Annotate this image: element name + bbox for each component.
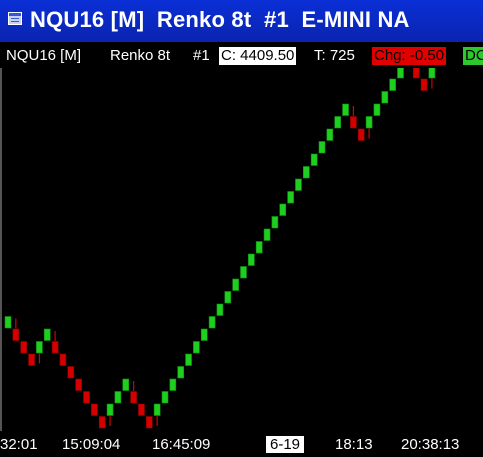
renko-brick-up [373, 103, 381, 116]
renko-brick-up [255, 241, 263, 254]
period-label: Renko 8t [110, 47, 171, 64]
x-axis-label: 16:45:09 [152, 436, 211, 453]
renko-brick-up [428, 68, 436, 79]
x-axis-label: 15:09:04 [62, 436, 121, 453]
window-app-icon[interactable] [8, 12, 22, 25]
renko-brick-up [318, 141, 326, 154]
tick-count-label: T: 725 [314, 47, 355, 64]
renko-brick-up [216, 303, 224, 316]
renko-brick-up [200, 328, 208, 341]
renko-brick-up [169, 378, 177, 391]
symbol-label: NQU16 [M] [6, 47, 82, 64]
x-axis-label-selected: 6-19 [266, 436, 305, 453]
renko-brick-up [302, 166, 310, 179]
renko-brick-down [98, 416, 106, 429]
renko-brick-down [20, 341, 28, 354]
renko-brick-up [232, 278, 239, 291]
renko-brick-up [248, 253, 255, 266]
chart-index-label: #1 [193, 47, 210, 64]
renko-brick-up [240, 266, 247, 279]
renko-brick-up [185, 353, 192, 366]
window-title-bar[interactable]: NQU16 [M] Renko 8t #1 E-MINI NA [0, 0, 483, 42]
renko-brick-down [75, 378, 82, 391]
renko-brick-up [271, 216, 279, 229]
renko-brick-down [146, 416, 153, 429]
renko-brick-down [91, 403, 98, 416]
renko-brick-up [36, 341, 43, 354]
renko-brick-up [342, 103, 349, 116]
renko-brick-down [412, 68, 420, 79]
renko-brick-up [310, 153, 318, 166]
plot-left-border [0, 68, 2, 431]
window-title: NQU16 [M] Renko 8t #1 E-MINI NA [30, 7, 410, 32]
renko-brick-down [420, 78, 428, 91]
renko-brick-down [51, 341, 59, 354]
renko-brick-up [193, 341, 200, 354]
renko-brick-up [122, 378, 130, 391]
chart-info-bar: NQU16 [M] Renko 8t #1 C: 4409.50 T: 725 … [0, 45, 483, 67]
renko-brick-down [357, 128, 365, 141]
x-axis-label: 32:01 [0, 436, 38, 453]
renko-brick-down [28, 353, 35, 366]
renko-brick-up [177, 366, 184, 379]
renko-brick-down [12, 328, 20, 341]
change-box: Chg: -0.50 [372, 47, 447, 65]
x-axis-label: 20:38:13 [401, 436, 460, 453]
renko-brick-up [279, 203, 287, 216]
renko-brick-up [334, 116, 342, 129]
renko-brick-up [208, 316, 216, 329]
renko-brick-up [4, 316, 12, 329]
renko-brick-up [389, 78, 396, 91]
close-price-box: C: 4409.50 [219, 47, 297, 65]
renko-brick-down [83, 391, 90, 404]
renko-brick-up [287, 191, 294, 204]
renko-brick-up [43, 328, 51, 341]
renko-brick-up [114, 391, 122, 404]
renko-brick-up [161, 391, 169, 404]
renko-brick-up [295, 178, 302, 191]
renko-brick-down [130, 391, 137, 404]
time-axis: 32:01 15:09:04 16:45:09 6-19 18:13 20:38… [0, 431, 483, 457]
renko-brick-up [224, 291, 232, 304]
renko-brick-up [397, 68, 404, 79]
renko-brick-down [138, 403, 145, 416]
renko-brick-up [365, 116, 373, 129]
dc-box: DC [463, 47, 483, 65]
renko-brick-up [381, 91, 389, 104]
renko-brick-down [67, 366, 75, 379]
renko-brick-down [350, 116, 357, 129]
renko-brick-up [263, 228, 271, 241]
renko-brick-up [326, 128, 334, 141]
renko-brick-up [153, 403, 161, 416]
x-axis-label: 18:13 [335, 436, 373, 453]
renko-brick-down [59, 353, 67, 366]
price-chart[interactable] [0, 68, 483, 431]
renko-brick-up [106, 403, 114, 416]
